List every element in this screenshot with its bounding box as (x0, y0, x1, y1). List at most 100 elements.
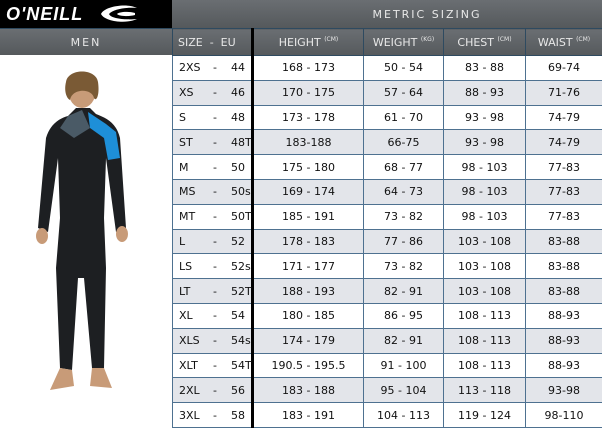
chest-cell: 93 - 98 (444, 130, 526, 155)
header-chest: CHEST (CM) (444, 29, 526, 56)
eu-size: 54s (231, 334, 251, 347)
column-headers: SIZE - EU HEIGHT (CM) WEIGHT (KG) CHEST … (173, 29, 602, 56)
chest-cell: 98 - 103 (444, 155, 526, 180)
wetsuit-model-image (20, 68, 150, 413)
size-label: LS (179, 260, 213, 273)
height-cell: 180 - 185 (253, 303, 364, 328)
height-cell: 188 - 193 (253, 279, 364, 304)
size-cell: 2XS-44 (173, 56, 253, 81)
header-size: SIZE - EU (173, 29, 253, 56)
chest-cell: 103 - 108 (444, 279, 526, 304)
waist-cell: 98-110 (526, 403, 602, 428)
eu-size: 48 (231, 111, 245, 124)
weight-cell: 64 - 73 (364, 179, 444, 204)
chest-cell: 88 - 93 (444, 80, 526, 105)
weight-cell: 50 - 54 (364, 56, 444, 81)
men-header: MEN (0, 28, 172, 55)
size-label: L (179, 235, 213, 248)
height-cell: 170 - 175 (253, 80, 364, 105)
height-cell: 190.5 - 195.5 (253, 353, 364, 378)
brand-logo: O'NEILL (0, 0, 172, 28)
header-height: HEIGHT (CM) (253, 29, 364, 56)
waist-cell: 77-83 (526, 179, 602, 204)
eu-size: 50T (231, 210, 252, 223)
size-label: ST (179, 136, 213, 149)
weight-cell: 61 - 70 (364, 105, 444, 130)
waist-cell: 69-74 (526, 56, 602, 81)
waist-cell: 71-76 (526, 80, 602, 105)
weight-cell: 57 - 64 (364, 80, 444, 105)
size-label: MT (179, 210, 213, 223)
weight-cell: 66-75 (364, 130, 444, 155)
weight-cell: 95 - 104 (364, 378, 444, 403)
size-cell: 3XL-58 (173, 403, 253, 428)
waist-cell: 83-88 (526, 254, 602, 279)
eu-size: 52 (231, 235, 245, 248)
size-cell: XLT-54T (173, 353, 253, 378)
height-cell: 169 - 174 (253, 179, 364, 204)
metric-sizing-title: METRIC SIZING (252, 0, 602, 28)
eu-size: 58 (231, 409, 245, 422)
weight-cell: 86 - 95 (364, 303, 444, 328)
size-label: 2XS (179, 61, 213, 74)
logo-text: O'NEILL (6, 4, 83, 25)
chest-cell: 98 - 103 (444, 204, 526, 229)
size-cell: XS-46 (173, 80, 253, 105)
size-cell: LT-52T (173, 279, 253, 304)
header-weight: WEIGHT (KG) (364, 29, 444, 56)
height-cell: 175 - 180 (253, 155, 364, 180)
chest-cell: 103 - 108 (444, 254, 526, 279)
height-cell: 183-188 (253, 130, 364, 155)
size-label: XLS (179, 334, 213, 347)
weight-cell: 104 - 113 (364, 403, 444, 428)
eu-size: 52T (231, 285, 252, 298)
weight-cell: 82 - 91 (364, 279, 444, 304)
size-label: LT (179, 285, 213, 298)
chest-cell: 83 - 88 (444, 56, 526, 81)
eu-size: 52s (231, 260, 251, 273)
model-panel: O'NEILL MEN (0, 0, 172, 426)
size-cell: MS-50s (173, 179, 253, 204)
size-label: S (179, 111, 213, 124)
waist-cell: 88-93 (526, 353, 602, 378)
wave-icon (97, 4, 141, 24)
height-cell: 185 - 191 (253, 204, 364, 229)
waist-cell: 74-79 (526, 105, 602, 130)
chest-cell: 113 - 118 (444, 378, 526, 403)
size-label: XL (179, 309, 213, 322)
size-cell: S-48 (173, 105, 253, 130)
size-cell: XL-54 (173, 303, 253, 328)
eu-size: 50s (231, 185, 251, 198)
height-cell: 183 - 191 (253, 403, 364, 428)
chest-cell: 108 - 113 (444, 328, 526, 353)
waist-cell: 83-88 (526, 279, 602, 304)
waist-cell: 83-88 (526, 229, 602, 254)
height-cell: 178 - 183 (253, 229, 364, 254)
chest-cell: 98 - 103 (444, 179, 526, 204)
waist-cell: 88-93 (526, 303, 602, 328)
waist-cell: 88-93 (526, 328, 602, 353)
height-cell: 168 - 173 (253, 56, 364, 81)
chest-cell: 119 - 124 (444, 403, 526, 428)
size-cell: MT-50T (173, 204, 253, 229)
height-cell: 174 - 179 (253, 328, 364, 353)
size-label: 3XL (179, 409, 213, 422)
eu-size: 48T (231, 136, 252, 149)
height-cell: 173 - 178 (253, 105, 364, 130)
weight-cell: 91 - 100 (364, 353, 444, 378)
size-label: MS (179, 185, 213, 198)
eu-size: 54T (231, 359, 252, 372)
